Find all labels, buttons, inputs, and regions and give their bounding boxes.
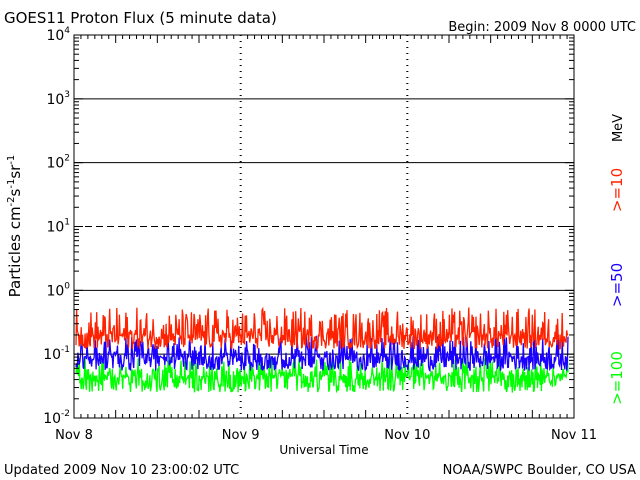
x-tick-label: Nov 11 [551, 428, 597, 443]
x-tick-label: Nov 10 [384, 428, 430, 443]
x-tick-label: Nov 8 [55, 428, 93, 443]
series-layer [75, 306, 569, 394]
source-credit: NOAA/SWPC Boulder, CO USA [443, 463, 636, 478]
x-tick-label: Nov 9 [222, 428, 260, 443]
y-tick-label: 101 [46, 218, 70, 236]
chart-title: GOES11 Proton Flux (5 minute data) [4, 9, 277, 27]
legend-series-100: >=100 [608, 351, 626, 405]
series-line-0 [75, 306, 569, 351]
y-tick-label: 102 [46, 154, 70, 172]
legend-series-50: >=50 [608, 263, 626, 307]
y-tick-label: 104 [46, 26, 70, 44]
y-axis-label: Particles cm-2s-1sr-1 [6, 155, 24, 298]
y-tick-label: 10-2 [43, 409, 70, 427]
x-axis-ticks: Nov 8 Nov 9 Nov 10 Nov 11 [55, 35, 597, 443]
legend-unit-mev: MeV [611, 114, 626, 142]
y-tick-label: 10-1 [43, 345, 70, 363]
series-line-1 [75, 334, 569, 373]
x-axis-label: Universal Time [279, 443, 368, 457]
updated-timestamp: Updated 2009 Nov 10 23:00:02 UTC [4, 463, 239, 478]
y-axis-ticks: 104 103 102 101 100 10-1 10-2 [43, 26, 574, 427]
legend-series-10: >=10 [608, 168, 626, 212]
y-tick-label: 100 [46, 281, 70, 299]
begin-time: Begin: 2009 Nov 8 0000 UTC [448, 20, 636, 35]
y-tick-label: 103 [46, 90, 70, 108]
